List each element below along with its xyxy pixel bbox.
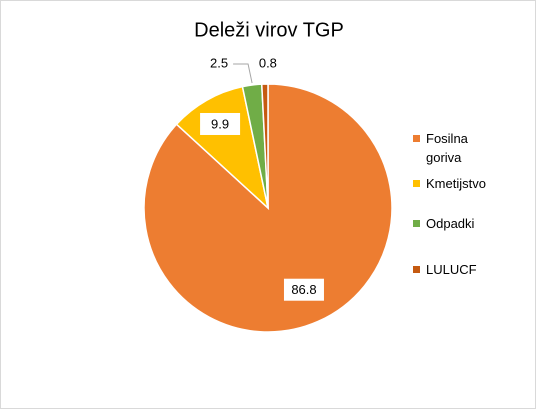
- legend-label: Odpadki: [426, 216, 475, 231]
- chart-title: Deleži virov TGP: [194, 19, 344, 41]
- legend-label: Fosilna goriva: [426, 131, 468, 165]
- data-label: 0.8: [259, 55, 277, 70]
- legend-item: Fosilna goriva: [413, 131, 523, 167]
- legend-swatch: [413, 266, 420, 273]
- legend-item: LULUCF: [413, 262, 523, 279]
- data-label: 86.8: [291, 282, 316, 297]
- pie-slice: [260, 83, 269, 209]
- data-label-box: [200, 112, 241, 135]
- data-label-box: [283, 278, 324, 301]
- legend-swatch: [413, 180, 420, 187]
- leader-line: [233, 63, 253, 84]
- legend-label: Kmetijstvo: [426, 176, 486, 191]
- legend-swatch: [413, 220, 420, 227]
- legend-item: Kmetijstvo: [413, 176, 523, 193]
- legend-item: Odpadki: [413, 216, 523, 233]
- legend-label: LULUCF: [426, 262, 477, 277]
- pie-slice: [175, 85, 270, 211]
- data-label: 2.5: [210, 55, 228, 70]
- legend-swatch: [413, 135, 420, 142]
- data-label: 9.9: [211, 116, 229, 131]
